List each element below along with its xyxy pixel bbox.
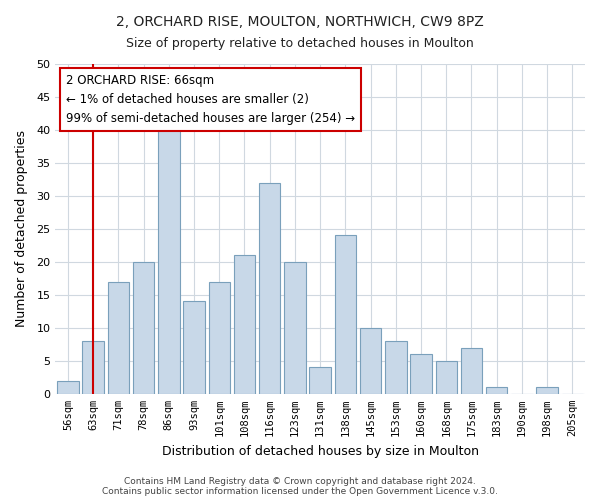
- Bar: [209, 282, 230, 394]
- Bar: [486, 387, 508, 394]
- Bar: [385, 341, 407, 394]
- X-axis label: Distribution of detached houses by size in Moulton: Distribution of detached houses by size …: [161, 444, 479, 458]
- Bar: [335, 236, 356, 394]
- Text: Size of property relative to detached houses in Moulton: Size of property relative to detached ho…: [126, 38, 474, 51]
- Bar: [158, 124, 179, 394]
- Text: 2, ORCHARD RISE, MOULTON, NORTHWICH, CW9 8PZ: 2, ORCHARD RISE, MOULTON, NORTHWICH, CW9…: [116, 15, 484, 29]
- Bar: [536, 387, 558, 394]
- Text: Contains public sector information licensed under the Open Government Licence v.: Contains public sector information licen…: [102, 487, 498, 496]
- Bar: [410, 354, 432, 394]
- Bar: [284, 262, 305, 394]
- Text: 2 ORCHARD RISE: 66sqm
← 1% of detached houses are smaller (2)
99% of semi-detach: 2 ORCHARD RISE: 66sqm ← 1% of detached h…: [66, 74, 355, 125]
- Bar: [360, 328, 382, 394]
- Bar: [310, 368, 331, 394]
- Bar: [57, 380, 79, 394]
- Bar: [107, 282, 129, 394]
- Bar: [436, 361, 457, 394]
- Bar: [259, 182, 280, 394]
- Bar: [184, 302, 205, 394]
- Bar: [82, 341, 104, 394]
- Bar: [234, 256, 255, 394]
- Y-axis label: Number of detached properties: Number of detached properties: [15, 130, 28, 328]
- Bar: [133, 262, 154, 394]
- Text: Contains HM Land Registry data © Crown copyright and database right 2024.: Contains HM Land Registry data © Crown c…: [124, 477, 476, 486]
- Bar: [461, 348, 482, 394]
